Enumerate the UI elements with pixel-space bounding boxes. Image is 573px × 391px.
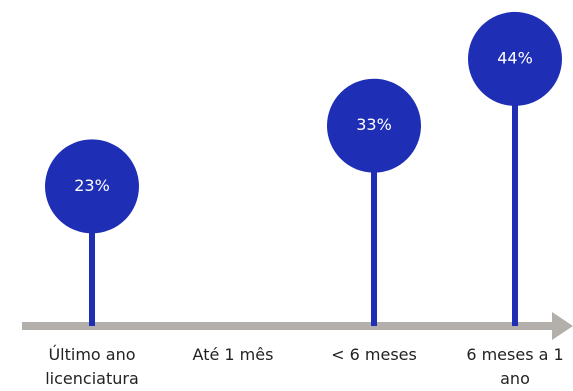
value-label: 33% <box>356 115 392 134</box>
axis-arrow <box>552 312 573 340</box>
value-label: 44% <box>497 48 533 67</box>
lollipop-head <box>327 78 421 173</box>
value-label: 23% <box>74 176 110 195</box>
category-label: Até 1 mês <box>192 345 274 364</box>
lollipop-head <box>45 139 139 234</box>
category-label: < 6 meses <box>331 345 417 364</box>
category-label: Último ano licenciatura <box>45 345 139 388</box>
lollipop-head <box>468 11 562 106</box>
category-label: 6 meses a 1 ano <box>466 345 564 388</box>
